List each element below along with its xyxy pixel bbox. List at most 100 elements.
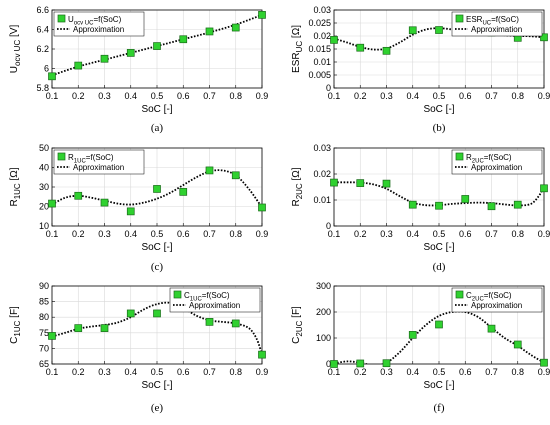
- chart-panel: 0.1 0.2 0.3 0.4 0.5 0.6 0.7 0.8 0.90100200300C2U…: [291, 281, 550, 414]
- approximation-curve: [52, 301, 262, 355]
- legend-name-subscript: 1UC: [74, 159, 87, 165]
- legend-box: [451, 149, 543, 175]
- panel-caption: (c): [151, 261, 164, 273]
- x-tick-label: 0.5: [433, 91, 446, 101]
- legend-entry-measured: C2UC=f(SoC): [466, 291, 512, 303]
- y-axis-label-unit: [Ω]: [291, 25, 302, 41]
- y-tick-label: 90: [39, 281, 49, 291]
- plot-frame: [51, 285, 263, 365]
- x-tick-label: 0.5: [151, 367, 164, 377]
- legend-name-suffix: =f(SoC): [86, 153, 114, 162]
- y-tick-label: 0.005: [308, 70, 331, 80]
- y-axis-label-unit: [F]: [9, 306, 20, 321]
- data-point-marker: [435, 201, 443, 210]
- data-point-marker: [487, 202, 496, 211]
- x-tick-label: 0.1: [328, 367, 341, 377]
- y-axis-label: R1UC [Ω]: [9, 167, 22, 206]
- legend-marker-swatch: [173, 290, 182, 299]
- legend-entry-approximation: Approximation: [471, 301, 522, 310]
- data-point-marker: [100, 54, 109, 63]
- y-axis-label-main: R: [291, 199, 302, 206]
- panel-caption: (e): [151, 402, 164, 414]
- y-axis-label-subscript: 1UC: [13, 183, 22, 199]
- data-point-marker: [153, 185, 161, 193]
- y-tick-label: 6.2: [36, 44, 49, 54]
- data-point-marker: [513, 340, 522, 349]
- x-axis-label: SoC [-]: [423, 380, 454, 391]
- legend-name: C: [466, 291, 472, 300]
- x-tick-label: 0.3: [380, 91, 393, 101]
- y-axis-label-main: ESR: [291, 52, 302, 73]
- x-tick-label: 0.2: [72, 229, 85, 239]
- x-tick-label: 0.5: [151, 91, 164, 101]
- y-tick-label: 0: [326, 359, 331, 369]
- legend-name: R: [466, 153, 472, 162]
- legend-box: [451, 11, 543, 37]
- data-point-marker: [382, 179, 391, 188]
- y-tick-label: 70: [39, 343, 49, 353]
- x-tick-label: 0.2: [72, 91, 85, 101]
- panel-caption: (a): [151, 122, 164, 134]
- legend-box: [53, 149, 145, 175]
- y-axis-label: C1UC [F]: [9, 306, 22, 344]
- y-axis-label-unit: [V]: [9, 25, 20, 40]
- data-point-marker: [487, 324, 496, 333]
- x-tick-label: 0.6: [459, 91, 472, 101]
- y-tick-label: 300: [316, 281, 331, 291]
- y-axis-label: R2UC [Ω]: [291, 167, 304, 206]
- legend-entry-measured: C1UC=f(SoC): [184, 291, 230, 303]
- legend: Uocv UC=f(SoC)Approximation: [53, 11, 145, 37]
- data-point-marker: [100, 324, 109, 332]
- legend-name-suffix: =f(SoC): [484, 153, 512, 162]
- data-point-marker: [408, 26, 417, 35]
- panel-caption: (f): [434, 402, 445, 414]
- data-point-marker: [153, 42, 161, 50]
- y-tick-label: 5.8: [36, 83, 49, 93]
- y-tick-label: 0.03: [313, 143, 331, 153]
- data-point-marker: [258, 11, 266, 19]
- legend-name-subscript: UC: [482, 21, 491, 27]
- x-tick-label: 0.6: [177, 91, 190, 101]
- x-tick-label: 0.6: [459, 229, 472, 239]
- legend-name-subscript: 1UC: [190, 297, 203, 303]
- x-tick-label: 0.4: [124, 367, 137, 377]
- x-axis-label: SoC [-]: [141, 104, 172, 115]
- x-axis-label: SoC [-]: [141, 380, 172, 391]
- data-point-marker: [540, 184, 548, 193]
- x-tick-label: 0.5: [151, 229, 164, 239]
- legend-name: C: [184, 291, 190, 300]
- panel-caption: (d): [433, 261, 446, 273]
- y-tick-label: 100: [316, 333, 331, 343]
- legend-entry-measured: R2UC=f(SoC): [466, 153, 512, 165]
- x-tick-label: 0.8: [229, 367, 242, 377]
- x-tick-label: 0.1: [46, 229, 59, 239]
- legend: R2UC=f(SoC)Approximation: [451, 149, 543, 175]
- legend-name: ESR: [466, 15, 483, 24]
- x-tick-label: 0.3: [98, 91, 111, 101]
- y-tick-label: 0.01: [313, 195, 331, 205]
- data-point-marker: [258, 203, 266, 212]
- data-point-marker: [356, 179, 365, 187]
- legend-entry-approximation: Approximation: [73, 163, 124, 172]
- legend-marker-swatch: [455, 14, 464, 23]
- data-point-marker: [205, 318, 214, 326]
- x-tick-label: 0.7: [485, 91, 498, 101]
- y-tick-label: 0: [326, 221, 331, 231]
- data-point-marker: [408, 331, 417, 339]
- y-axis-label-unit: [Ω]: [291, 167, 302, 183]
- y-tick-label: 75: [39, 328, 49, 338]
- legend-entry-approximation: Approximation: [471, 25, 522, 34]
- data-point-marker: [540, 33, 548, 42]
- panel-caption: (b): [433, 122, 446, 134]
- data-point-marker: [513, 200, 522, 209]
- y-tick-label: 0.02: [313, 169, 331, 179]
- y-tick-label: 200: [316, 307, 331, 317]
- data-point-marker: [74, 61, 83, 70]
- legend-entry-approximation: Approximation: [73, 25, 124, 34]
- x-tick-label: 0.2: [354, 91, 367, 101]
- y-axis-label-main: C: [9, 337, 20, 344]
- data-point-marker: [153, 309, 161, 318]
- x-axis-label: SoC [-]: [141, 242, 172, 253]
- plot-frame: [333, 9, 545, 89]
